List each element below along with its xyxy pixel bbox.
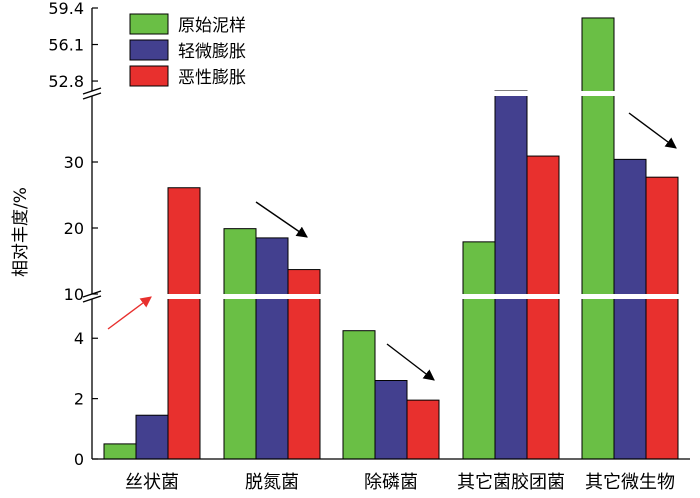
trend-arrow-down-4 bbox=[628, 112, 677, 149]
x-category-label-4: 其它菌胶团菌 bbox=[457, 472, 565, 493]
y-tick-label: 4 bbox=[74, 329, 84, 348]
legend-label-2: 轻微膨胀 bbox=[178, 42, 246, 62]
legend-swatch-1 bbox=[129, 13, 169, 35]
x-category-label-2: 脱氮菌 bbox=[245, 472, 299, 493]
trend-arrow-up-1 bbox=[107, 296, 152, 330]
bar-1-series-1 bbox=[103, 443, 137, 460]
bar-3-series-2 bbox=[374, 380, 408, 460]
x-category-label-3: 除磷菌 bbox=[364, 472, 418, 493]
annotations-layer bbox=[107, 112, 677, 381]
legend-swatch-2 bbox=[129, 39, 169, 61]
trend-arrow-down-2 bbox=[255, 201, 308, 238]
legend-label-1: 原始泥样 bbox=[178, 16, 246, 36]
trend-arrow-down-3 bbox=[386, 343, 435, 381]
bar-3-series-3 bbox=[406, 399, 440, 460]
bar-1-series-3 bbox=[167, 187, 201, 460]
legend-label-3: 恶性膨胀 bbox=[178, 68, 246, 88]
bar-1-series-2 bbox=[135, 414, 169, 460]
bar-3-series-1 bbox=[342, 330, 376, 460]
y-tick-label: 59.4 bbox=[48, 0, 84, 18]
legend-swatch-3 bbox=[129, 65, 169, 87]
x-category-label-5: 其它微生物 bbox=[585, 472, 675, 493]
bar-2-series-1 bbox=[223, 228, 257, 460]
y-tick-label: 52.8 bbox=[48, 72, 84, 91]
y-axis-layer: 0 2 4 10 20 30 52.8 56.1 59.4 bbox=[48, 0, 690, 469]
bar-5-series-3 bbox=[645, 176, 679, 460]
y-tick-label: 56.1 bbox=[48, 36, 84, 55]
y-tick-label: 10 bbox=[64, 285, 84, 304]
bar-2-series-2 bbox=[255, 237, 289, 460]
bar-5-series-2 bbox=[613, 158, 647, 460]
y-tick-label: 2 bbox=[74, 390, 84, 409]
bar-4-series-1 bbox=[462, 241, 496, 460]
y-tick-label: 30 bbox=[64, 153, 84, 172]
bar-4-series-2 bbox=[494, 90, 528, 460]
bar-4-series-3 bbox=[526, 155, 560, 460]
axis-break-gap-1 bbox=[84, 294, 690, 299]
bar-5-series-1 bbox=[581, 17, 615, 460]
y-tick-label: 20 bbox=[64, 219, 84, 238]
axis-break-gap-2 bbox=[84, 91, 690, 96]
bars-layer bbox=[103, 17, 679, 460]
y-tick-label: 0 bbox=[74, 450, 84, 469]
category-labels-layer: 丝状菌 脱氮菌 除磷菌 其它菌胶团菌 其它微生物 bbox=[125, 472, 675, 493]
y-axis-title: 相对丰度/% bbox=[11, 187, 31, 277]
x-category-label-1: 丝状菌 bbox=[125, 472, 179, 493]
